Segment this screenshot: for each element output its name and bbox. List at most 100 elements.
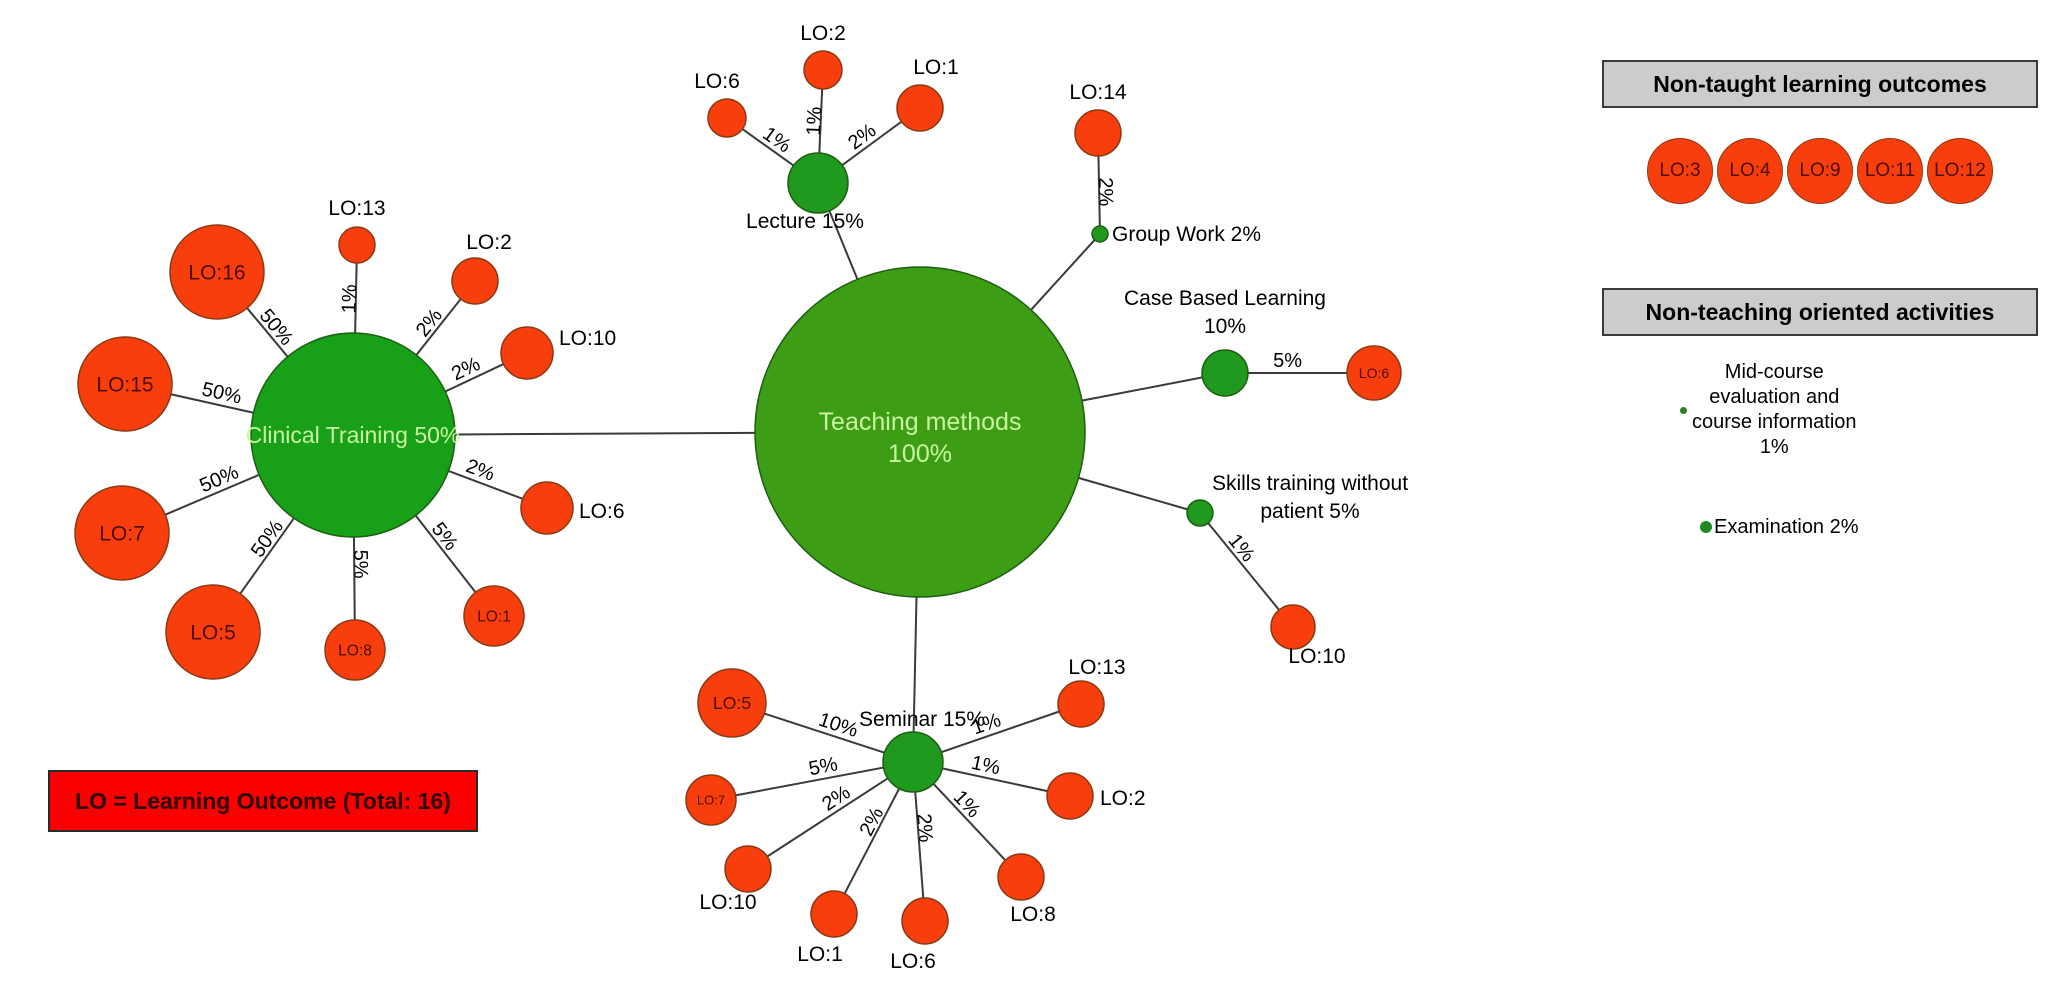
outcome-label-ct-lo2: LO:2 bbox=[466, 231, 512, 254]
non-taught-outcome-chip[interactable]: LO:9 bbox=[1787, 138, 1853, 204]
edge-clinical-training-to-ct-lo6 bbox=[448, 469, 524, 500]
outcome-label-lec-lo6: LO:6 bbox=[694, 70, 740, 93]
edge-clinical-training-to-ct-lo10 bbox=[444, 363, 504, 393]
edge-lecture-to-lec-lo6 bbox=[741, 128, 795, 167]
non-taught-outcome-chip[interactable]: LO:11 bbox=[1857, 138, 1923, 204]
edge-clinical-training-to-ct-lo16 bbox=[246, 307, 289, 358]
outcome-label-ct-lo13: LO:13 bbox=[328, 197, 385, 220]
edge-weight-label: 50% bbox=[200, 378, 244, 408]
outcome-label-sem-lo13: LO:13 bbox=[1068, 656, 1125, 679]
outcome-node-sem-lo1[interactable] bbox=[810, 890, 858, 938]
outcome-node-sem-lo6[interactable] bbox=[901, 897, 949, 945]
method-label-clinical-training: Clinical Training 50% bbox=[246, 422, 461, 448]
outcome-node-sem-lo8[interactable] bbox=[997, 853, 1045, 901]
nodes-layer bbox=[74, 50, 1402, 945]
activity-examination-label: Examination 2% bbox=[1714, 516, 1859, 538]
edge-weight-label: 5% bbox=[807, 753, 840, 780]
outcome-label-ct-lo5: LO:5 bbox=[190, 621, 236, 644]
outcome-label-sem-lo2: LO:2 bbox=[1100, 787, 1146, 810]
activity-examination: Examination 2% bbox=[1700, 515, 2000, 539]
edge-clinical-training-to-ct-lo2 bbox=[415, 298, 462, 356]
edge-seminar-to-sem-lo7 bbox=[735, 766, 884, 797]
outcome-label-sem-lo8: LO:8 bbox=[1010, 903, 1056, 926]
outcome-label-cbl-lo6: LO:6 bbox=[1359, 365, 1390, 381]
root-label-line1: Teaching methods bbox=[819, 408, 1022, 436]
outcome-label-sem-lo10: LO:10 bbox=[699, 891, 756, 914]
outcome-node-st-lo10[interactable] bbox=[1270, 604, 1316, 650]
activity-mid-course-evaluation: Mid-course evaluation and course informati… bbox=[1680, 360, 1980, 460]
method-node-group-work[interactable] bbox=[1091, 225, 1109, 243]
outcome-node-sem-lo13[interactable] bbox=[1057, 680, 1105, 728]
edge-clinical-training-to-ct-lo1 bbox=[414, 514, 477, 593]
green-dot-icon bbox=[1680, 406, 1687, 414]
legend-non-taught-title: Non-taught learning outcomes bbox=[1653, 70, 1987, 97]
outcome-node-ct-lo5[interactable] bbox=[165, 584, 261, 680]
edge-root-to-group-work bbox=[1030, 239, 1096, 311]
outcome-node-ct-lo13[interactable] bbox=[338, 226, 376, 264]
outcome-label-ct-lo10: LO:10 bbox=[559, 327, 616, 350]
outcome-label-ct-lo8: LO:8 bbox=[338, 642, 372, 659]
outcome-node-ct-lo2[interactable] bbox=[451, 257, 499, 305]
edge-weight-label: 2% bbox=[1094, 177, 1117, 207]
outcome-node-ct-lo10[interactable] bbox=[500, 326, 554, 380]
edge-root-to-seminar bbox=[912, 596, 918, 733]
outcome-node-ct-lo6[interactable] bbox=[520, 481, 574, 535]
outcome-node-lec-lo1[interactable] bbox=[896, 84, 944, 132]
edge-seminar-to-sem-lo5 bbox=[764, 712, 885, 754]
outcome-node-ct-lo1[interactable] bbox=[463, 585, 525, 647]
outcome-node-sem-lo10[interactable] bbox=[724, 845, 772, 893]
outcome-label-sem-lo5: LO:5 bbox=[713, 693, 751, 713]
method-node-lecture[interactable] bbox=[787, 152, 849, 214]
edge-seminar-to-sem-lo2 bbox=[942, 767, 1048, 793]
label-lecture: Lecture 15% bbox=[746, 210, 864, 233]
edge-weight-label: 50% bbox=[255, 305, 298, 350]
non-taught-outcome-chip[interactable]: LO:4 bbox=[1717, 138, 1783, 204]
activity-mid-course-label: Mid-course evaluation and course informati… bbox=[1692, 361, 1857, 458]
edge-weight-label: 50% bbox=[247, 516, 288, 562]
edge-root-to-clinical-training bbox=[454, 431, 756, 436]
outcome-node-ct-lo7[interactable] bbox=[74, 485, 170, 581]
edge-weight-label: 1% bbox=[758, 123, 794, 158]
outcome-node-sem-lo2[interactable] bbox=[1046, 772, 1094, 820]
root-node-teaching-methods[interactable] bbox=[754, 266, 1086, 598]
edge-seminar-to-sem-lo10 bbox=[766, 777, 889, 858]
method-node-case-based-learning[interactable] bbox=[1201, 349, 1249, 397]
outcome-label-gw-lo14: LO:14 bbox=[1069, 81, 1127, 104]
edge-clinical-training-to-ct-lo13 bbox=[354, 262, 358, 334]
outcome-node-lec-lo2[interactable] bbox=[803, 50, 843, 90]
outcome-node-cbl-lo6[interactable] bbox=[1346, 345, 1402, 401]
outcome-node-ct-lo16[interactable] bbox=[169, 224, 265, 320]
outcome-node-sem-lo7[interactable] bbox=[685, 774, 737, 826]
legend-lo-key-label: LO = Learning Outcome (Total: 16) bbox=[75, 787, 451, 814]
edge-weight-label: 5% bbox=[427, 518, 462, 554]
outcome-node-lec-lo6[interactable] bbox=[707, 98, 747, 138]
edge-weight-label: 1% bbox=[803, 106, 826, 136]
edge-weight-label: 2% bbox=[844, 119, 880, 154]
edge-seminar-to-sem-lo1 bbox=[843, 788, 901, 895]
outcome-label-lec-lo1: LO:1 bbox=[913, 56, 959, 79]
method-node-skills-training[interactable] bbox=[1186, 499, 1214, 527]
non-taught-outcome-chip[interactable]: LO:3 bbox=[1647, 138, 1713, 204]
outcome-label-sem-lo6: LO:6 bbox=[890, 950, 936, 973]
edge-clinical-training-to-ct-lo7 bbox=[164, 473, 260, 516]
edge-weight-label: 2% bbox=[463, 455, 498, 486]
edge-seminar-to-sem-lo8 bbox=[932, 783, 1006, 861]
legend-lo-key-box: LO = Learning Outcome (Total: 16) bbox=[48, 770, 478, 832]
outcome-node-ct-lo8[interactable] bbox=[324, 619, 386, 681]
method-node-seminar[interactable] bbox=[882, 731, 944, 793]
outcome-node-ct-lo15[interactable] bbox=[77, 336, 173, 432]
edges-layer bbox=[164, 88, 1347, 899]
outcome-node-gw-lo14[interactable] bbox=[1074, 109, 1122, 157]
label-seminar: Seminar 15% bbox=[859, 708, 985, 731]
method-node-clinical-training[interactable] bbox=[250, 332, 456, 538]
outcome-label-ct-lo1: LO:1 bbox=[477, 608, 511, 625]
label-skills-1: Skills training without bbox=[1212, 472, 1408, 495]
outcome-node-sem-lo5[interactable] bbox=[697, 668, 767, 738]
edge-seminar-to-sem-lo6 bbox=[914, 791, 925, 899]
edge-weight-label: 5% bbox=[1273, 350, 1302, 372]
non-taught-outcome-chip[interactable]: LO:12 bbox=[1927, 138, 1993, 204]
outcome-label-sem-lo7: LO:7 bbox=[697, 793, 725, 808]
edge-clinical-training-to-ct-lo5 bbox=[239, 517, 295, 595]
